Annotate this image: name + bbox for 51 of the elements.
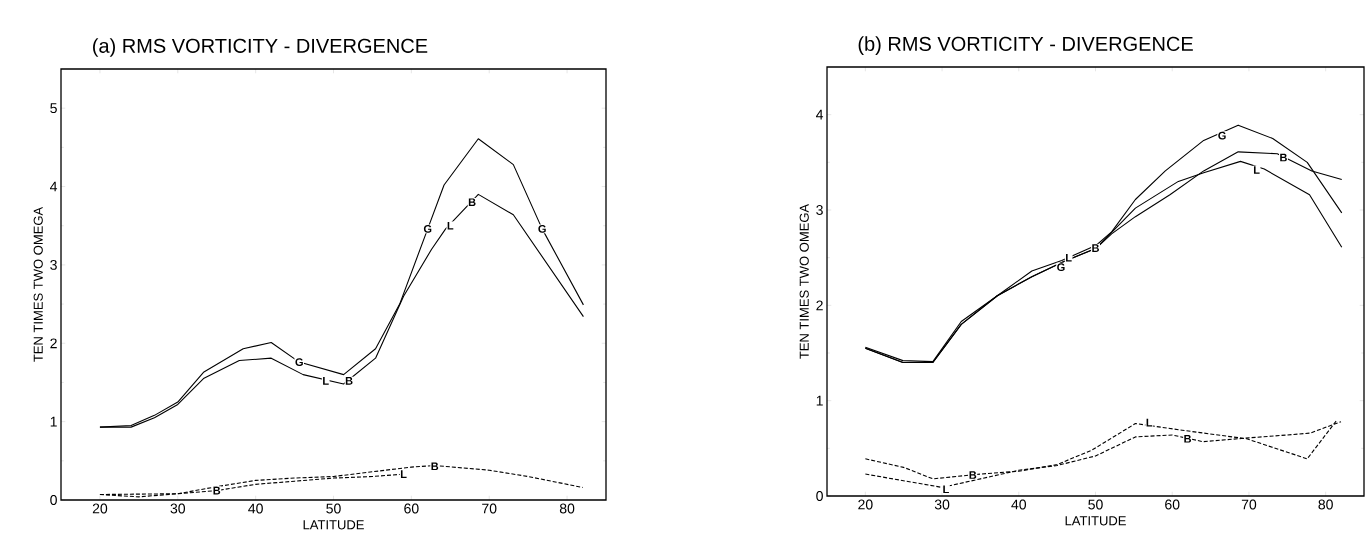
annotation: B (1092, 244, 1099, 252)
annotation: B (1184, 435, 1192, 443)
chart-title: (a) RMS VORTICITY - DIVERGENCE (93, 38, 428, 57)
y-tick-label: 5 (50, 103, 57, 114)
annotation: B (431, 462, 439, 471)
annotation: G (423, 224, 432, 233)
x-tick-label: 30 (934, 499, 950, 510)
annotation: B (468, 198, 476, 206)
annotation: L (400, 470, 407, 478)
annotation: B (969, 471, 977, 479)
x-tick-label: 40 (248, 503, 263, 514)
annotation: L (323, 377, 329, 385)
x-axis-title: LATITUDE (1065, 516, 1126, 526)
y-axis-title: TEN TIMES TWO OMEGA (33, 206, 43, 362)
annotation: L (943, 485, 949, 494)
x-tick-label: 50 (1088, 499, 1103, 510)
x-tick-label: 70 (1241, 499, 1257, 510)
y-tick-label: 0 (816, 491, 823, 501)
y-tick-label: 2 (50, 338, 57, 349)
y-tick-label: 2 (816, 300, 823, 311)
y-tick-label: 1 (816, 395, 823, 406)
annotation: G (295, 358, 303, 366)
x-tick-label: 80 (1318, 499, 1333, 510)
x-tick-label: 50 (326, 503, 341, 514)
y-tick-label: 0 (50, 495, 57, 505)
y-tick-label: 4 (816, 109, 824, 120)
x-tick-label: 30 (170, 503, 186, 514)
annotation: G (1218, 131, 1226, 140)
x-tick-label: 40 (1011, 499, 1027, 510)
chart-title: (b) RMS VORTICITY - DIVERGENCE (858, 36, 1193, 55)
y-axis-title: TEN TIMES TWO OMEGA (799, 203, 809, 359)
annotation: B (1280, 153, 1287, 162)
x-tick-label: 80 (559, 503, 575, 514)
annotation: B (345, 377, 353, 385)
y-tick-label: 1 (50, 416, 57, 427)
y-tick-label: 4 (50, 181, 58, 192)
annotation: L (1066, 253, 1072, 262)
annotation: L (447, 221, 454, 230)
annotation: L (1253, 166, 1260, 174)
annotation: G (538, 224, 546, 233)
x-tick-label: 60 (404, 503, 419, 514)
annotation: L (1146, 418, 1153, 427)
x-tick-label: 20 (858, 499, 873, 510)
y-tick-label: 3 (50, 259, 57, 270)
x-tick-label: 70 (482, 503, 497, 514)
annotation: G (1057, 263, 1065, 272)
annotation: B (213, 486, 221, 495)
x-axis-title: LATITUDE (303, 520, 364, 530)
y-tick-label: 3 (816, 205, 823, 215)
x-tick-label: 20 (92, 503, 108, 514)
x-tick-label: 60 (1165, 499, 1180, 510)
